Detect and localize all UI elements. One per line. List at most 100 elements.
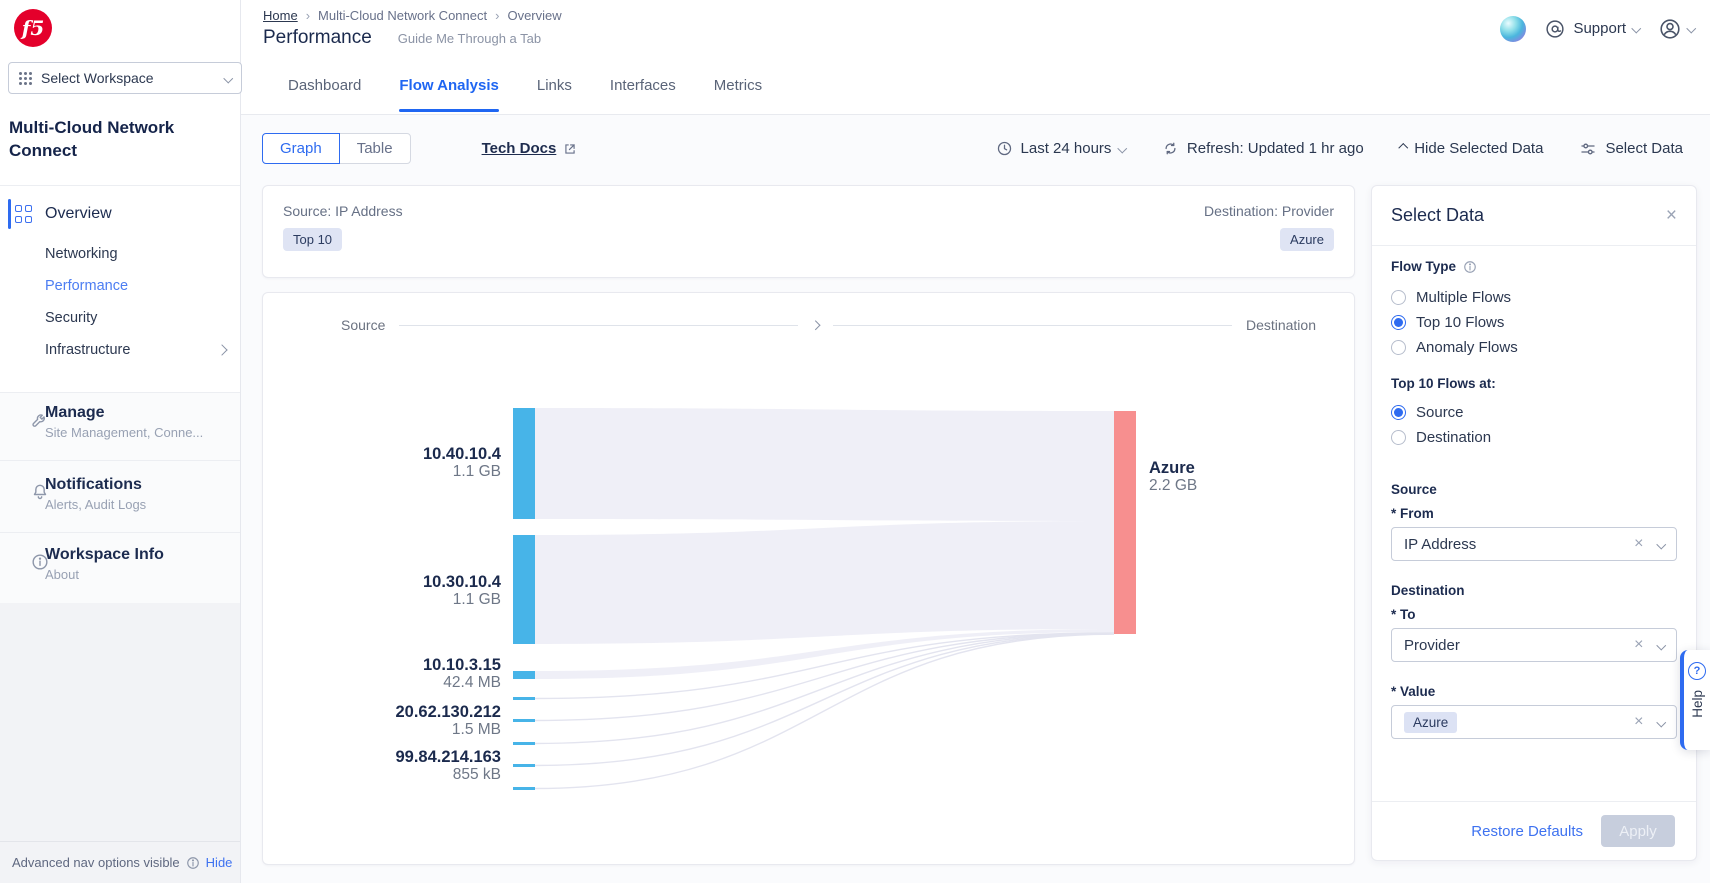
sidebar-item-overview[interactable]: Overview bbox=[0, 196, 240, 232]
hide-selected-data-button[interactable]: Hide Selected Data bbox=[1400, 140, 1544, 157]
sankey-source-node[interactable] bbox=[513, 697, 535, 700]
info-icon bbox=[186, 856, 200, 870]
chevron-down-icon bbox=[1118, 144, 1127, 153]
support-icon bbox=[1544, 18, 1566, 40]
to-select[interactable]: Provider × bbox=[1391, 628, 1677, 662]
value-chip[interactable]: Azure bbox=[1404, 712, 1457, 733]
panel-title: Select Data bbox=[1391, 205, 1666, 226]
chevron-down-icon bbox=[1656, 717, 1665, 726]
workspace-title: Multi-Cloud Network Connect bbox=[9, 116, 229, 162]
destination-dimension-label: Destination: Provider bbox=[1204, 203, 1334, 219]
sidebar-footer: Advanced nav options visible Hide bbox=[0, 841, 240, 883]
sankey-source-node[interactable] bbox=[513, 671, 535, 679]
graph-view-button[interactable]: Graph bbox=[262, 133, 340, 164]
sankey-source-node[interactable] bbox=[513, 719, 535, 722]
breadcrumb-overview[interactable]: Overview bbox=[507, 8, 561, 23]
sankey-source-node[interactable] bbox=[513, 408, 535, 519]
tab-flow-analysis[interactable]: Flow Analysis bbox=[399, 57, 498, 114]
radio-multiple-flows[interactable]: Multiple Flows bbox=[1391, 285, 1677, 310]
tab-bar: Dashboard Flow Analysis Links Interfaces… bbox=[240, 57, 1710, 115]
value-select[interactable]: Azure × bbox=[1391, 705, 1677, 739]
divider bbox=[0, 532, 240, 533]
breadcrumb-home[interactable]: Home bbox=[263, 8, 298, 23]
sankey-diagram: 10.40.10.41.1 GB10.30.10.41.1 GB10.10.3.… bbox=[263, 293, 1356, 866]
guide-me-link[interactable]: Guide Me Through a Tab bbox=[398, 31, 541, 46]
sidebar-item-infrastructure[interactable]: Infrastructure bbox=[0, 334, 240, 366]
tab-interfaces[interactable]: Interfaces bbox=[610, 57, 676, 114]
sidebar-item-networking[interactable]: Networking bbox=[0, 238, 240, 270]
sankey-card: Source Destination 10.40.10.41.1 GB10.30… bbox=[262, 292, 1355, 865]
sankey-source-node[interactable] bbox=[513, 787, 535, 790]
clear-icon[interactable]: × bbox=[1634, 637, 1643, 653]
info-icon[interactable] bbox=[1463, 260, 1477, 274]
refresh-button[interactable]: Refresh: Updated 1 hr ago bbox=[1162, 140, 1364, 157]
help-tab[interactable]: ? Help bbox=[1680, 650, 1710, 750]
workspace-selector[interactable]: Select Workspace bbox=[8, 62, 242, 94]
app-root: f5 Select Workspace Multi-Cloud Network … bbox=[0, 0, 1710, 883]
close-icon[interactable]: × bbox=[1666, 206, 1677, 225]
radio-anomaly-flows[interactable]: Anomaly Flows bbox=[1391, 335, 1677, 360]
toolbar: Graph Table Tech Docs Last 24 hours bbox=[262, 133, 1683, 164]
sankey-destination-node[interactable] bbox=[1114, 411, 1136, 634]
question-icon: ? bbox=[1688, 662, 1706, 680]
support-menu[interactable]: Support bbox=[1544, 18, 1639, 40]
sidebar-item-manage[interactable]: Manage Site Management, Conne... bbox=[0, 404, 240, 440]
f5-logo[interactable]: f5 bbox=[14, 9, 52, 47]
divider bbox=[0, 185, 240, 186]
radio-icon bbox=[1391, 340, 1406, 355]
clear-icon[interactable]: × bbox=[1634, 714, 1643, 730]
table-view-button[interactable]: Table bbox=[339, 133, 411, 164]
active-section-indicator bbox=[8, 199, 11, 229]
time-range-selector[interactable]: Last 24 hours bbox=[996, 140, 1126, 157]
chevron-down-icon bbox=[1656, 539, 1665, 548]
page-title: Performance bbox=[263, 27, 372, 49]
destination-filter-chip[interactable]: Azure bbox=[1280, 228, 1334, 251]
clear-icon[interactable]: × bbox=[1634, 536, 1643, 552]
radio-top10-flows[interactable]: Top 10 Flows bbox=[1391, 310, 1677, 335]
chevron-down-icon bbox=[1656, 640, 1665, 649]
select-data-button[interactable]: Select Data bbox=[1579, 140, 1683, 158]
sankey-source-node[interactable] bbox=[513, 535, 535, 644]
chart-header-card: Source: IP Address Top 10 Destination: P… bbox=[262, 185, 1355, 278]
breadcrumb-mcn[interactable]: Multi-Cloud Network Connect bbox=[318, 8, 487, 23]
breadcrumb-separator bbox=[495, 8, 499, 23]
grid-icon bbox=[19, 72, 32, 85]
tab-metrics[interactable]: Metrics bbox=[714, 57, 762, 114]
account-menu[interactable] bbox=[1658, 17, 1695, 41]
sidebar-item-workspace-info[interactable]: Workspace Info About bbox=[0, 546, 240, 582]
sankey-source-node[interactable] bbox=[513, 764, 535, 767]
sankey-flow bbox=[535, 521, 1114, 644]
divider bbox=[0, 392, 240, 393]
tab-links[interactable]: Links bbox=[537, 57, 572, 114]
select-data-panel: Select Data × Flow Type Multiple Flows bbox=[1371, 185, 1697, 861]
chevron-down-icon bbox=[223, 73, 232, 82]
sidebar-item-performance[interactable]: Performance bbox=[0, 270, 240, 302]
tab-dashboard[interactable]: Dashboard bbox=[288, 57, 361, 114]
ai-assistant-icon[interactable] bbox=[1500, 16, 1526, 42]
apply-button[interactable]: Apply bbox=[1601, 815, 1675, 847]
divider bbox=[0, 460, 240, 461]
sidebar-item-notifications[interactable]: Notifications Alerts, Audit Logs bbox=[0, 476, 240, 512]
source-filter-chip[interactable]: Top 10 bbox=[283, 228, 342, 251]
restore-defaults-button[interactable]: Restore Defaults bbox=[1471, 823, 1583, 840]
radio-icon bbox=[1391, 315, 1406, 330]
sankey-flow bbox=[535, 408, 1114, 521]
sliders-icon bbox=[1579, 140, 1597, 158]
sankey-flow-thin bbox=[535, 634, 1114, 788]
top-bar: Home Multi-Cloud Network Connect Overvie… bbox=[240, 0, 1710, 58]
source-dimension-label: Source: IP Address bbox=[283, 203, 403, 219]
sidebar-item-security[interactable]: Security bbox=[0, 302, 240, 334]
sankey-source-node[interactable] bbox=[513, 742, 535, 745]
main-content: Graph Table Tech Docs Last 24 hours bbox=[240, 115, 1710, 883]
hide-nav-options-link[interactable]: Hide bbox=[206, 855, 233, 870]
sidebar: f5 Select Workspace Multi-Cloud Network … bbox=[0, 0, 241, 883]
refresh-icon bbox=[1162, 140, 1179, 157]
tech-docs-link[interactable]: Tech Docs bbox=[482, 140, 578, 157]
view-toggle: Graph Table bbox=[262, 133, 411, 164]
radio-icon bbox=[1391, 290, 1406, 305]
clock-icon bbox=[996, 140, 1013, 157]
breadcrumb: Home Multi-Cloud Network Connect Overvie… bbox=[263, 8, 562, 23]
radio-top10-at-destination[interactable]: Destination bbox=[1391, 425, 1677, 450]
from-select[interactable]: IP Address × bbox=[1391, 527, 1677, 561]
radio-top10-at-source[interactable]: Source bbox=[1391, 400, 1677, 425]
